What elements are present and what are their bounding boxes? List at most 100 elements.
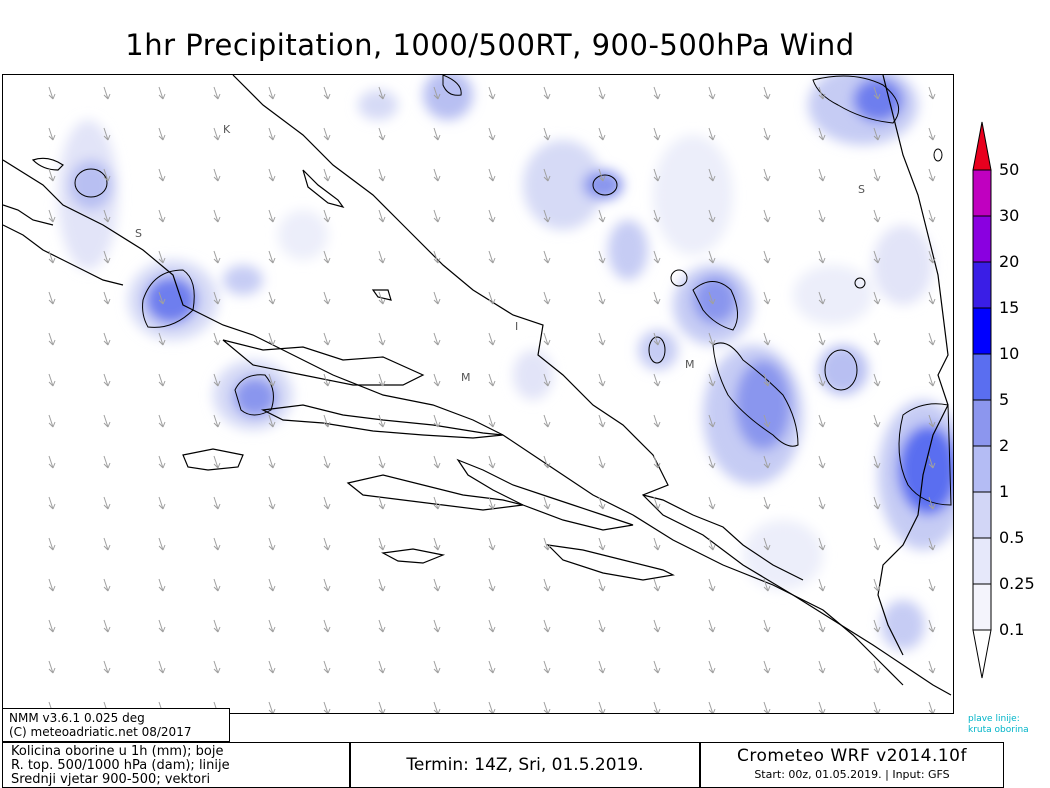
wind-arrow bbox=[323, 660, 331, 674]
model-version: NMM v3.6.1 0.025 deg bbox=[9, 711, 145, 725]
wind-arrow bbox=[433, 660, 441, 674]
wind-arrow bbox=[928, 86, 936, 100]
wind-arrow bbox=[873, 537, 881, 551]
wind-arrow bbox=[818, 496, 826, 510]
legend-label: 2 bbox=[999, 436, 1010, 455]
wind-arrow bbox=[708, 168, 716, 182]
wind-arrow bbox=[158, 496, 166, 510]
wind-arrow bbox=[928, 414, 936, 428]
wind-arrow bbox=[818, 578, 826, 592]
wind-arrow bbox=[873, 209, 881, 223]
wind-arrow bbox=[818, 86, 826, 100]
legend-swatch bbox=[972, 215, 992, 263]
wind-arrow bbox=[543, 127, 551, 141]
wind-arrow bbox=[708, 332, 716, 346]
wind-arrow bbox=[763, 537, 771, 551]
place-label: M bbox=[685, 358, 695, 371]
wind-arrow bbox=[323, 332, 331, 346]
wind-arrow bbox=[213, 209, 221, 223]
wind-arrow bbox=[433, 701, 441, 713]
wind-arrow bbox=[268, 127, 276, 141]
legend-label: 5 bbox=[999, 390, 1010, 409]
wind-arrow bbox=[708, 209, 716, 223]
wind-arrow bbox=[378, 127, 386, 141]
wind-arrow bbox=[928, 455, 936, 469]
wind-arrow bbox=[763, 701, 771, 713]
wind-arrow bbox=[323, 619, 331, 633]
wind-arrow bbox=[323, 578, 331, 592]
wind-arrow bbox=[488, 209, 496, 223]
wind-arrow bbox=[323, 537, 331, 551]
wind-arrow bbox=[268, 209, 276, 223]
wind-arrow bbox=[103, 455, 111, 469]
legend-swatch bbox=[972, 169, 992, 217]
wind-arrow bbox=[598, 660, 606, 674]
legend-swatch bbox=[972, 307, 992, 355]
wind-arrow bbox=[48, 660, 56, 674]
wind-arrow bbox=[378, 578, 386, 592]
model-name: Crometeo WRF v2014.10f bbox=[737, 746, 967, 766]
wind-arrow bbox=[818, 209, 826, 223]
wind-arrow bbox=[928, 619, 936, 633]
wind-arrow bbox=[708, 127, 716, 141]
desc-line: Kolicina oborine u 1h (mm); boje bbox=[11, 744, 224, 759]
legend-swatch bbox=[972, 583, 992, 631]
wind-arrow bbox=[873, 250, 881, 264]
wind-arrow bbox=[433, 250, 441, 264]
wind-arrow bbox=[598, 168, 606, 182]
wind-arrow bbox=[708, 660, 716, 674]
wind-arrow bbox=[378, 660, 386, 674]
wind-arrow bbox=[543, 537, 551, 551]
wind-arrow bbox=[268, 332, 276, 346]
wind-arrow bbox=[323, 291, 331, 305]
wind-arrow bbox=[323, 414, 331, 428]
valid-time: Termin: 14Z, Sri, 01.5.2019. bbox=[406, 755, 644, 775]
wind-arrow bbox=[213, 537, 221, 551]
wind-arrow bbox=[323, 250, 331, 264]
wind-arrow bbox=[488, 660, 496, 674]
wind-arrow bbox=[48, 209, 56, 223]
legend-swatch bbox=[972, 445, 992, 493]
wind-arrow bbox=[543, 250, 551, 264]
legend-swatch bbox=[972, 537, 992, 585]
wind-arrow bbox=[763, 209, 771, 223]
wind-arrow bbox=[378, 250, 386, 264]
wind-arrow bbox=[158, 291, 166, 305]
wind-arrow bbox=[598, 291, 606, 305]
wind-arrow bbox=[158, 250, 166, 264]
wind-arrow bbox=[598, 701, 606, 713]
wind-arrow bbox=[213, 660, 221, 674]
wind-arrow bbox=[213, 250, 221, 264]
wind-arrow bbox=[323, 168, 331, 182]
wind-arrow bbox=[488, 578, 496, 592]
wind-arrow bbox=[103, 291, 111, 305]
wind-arrow bbox=[48, 291, 56, 305]
wind-arrow bbox=[268, 291, 276, 305]
wind-arrow bbox=[818, 127, 826, 141]
wind-arrow bbox=[653, 537, 661, 551]
wind-arrow bbox=[818, 701, 826, 713]
wind-arrow bbox=[708, 455, 716, 469]
wind-arrow bbox=[433, 619, 441, 633]
wind-arrow bbox=[928, 332, 936, 346]
wind-arrow bbox=[763, 414, 771, 428]
wind-arrow bbox=[268, 578, 276, 592]
wind-arrow bbox=[103, 127, 111, 141]
wind-arrow bbox=[323, 127, 331, 141]
wind-arrow bbox=[763, 86, 771, 100]
precipitation-field bbox=[58, 75, 953, 650]
wind-arrow bbox=[818, 660, 826, 674]
wind-arrow bbox=[103, 660, 111, 674]
wind-arrow bbox=[653, 619, 661, 633]
wind-arrow bbox=[433, 332, 441, 346]
wind-arrow bbox=[158, 455, 166, 469]
wind-arrow bbox=[818, 455, 826, 469]
wind-arrow bbox=[268, 455, 276, 469]
wind-arrow bbox=[928, 168, 936, 182]
wind-arrow bbox=[213, 455, 221, 469]
wind-arrow bbox=[488, 168, 496, 182]
wind-arrow bbox=[158, 127, 166, 141]
run-start: Start: 00z, 01.05.2019. | Input: GFS bbox=[754, 768, 950, 781]
wind-arrow bbox=[873, 414, 881, 428]
wind-arrow bbox=[488, 291, 496, 305]
